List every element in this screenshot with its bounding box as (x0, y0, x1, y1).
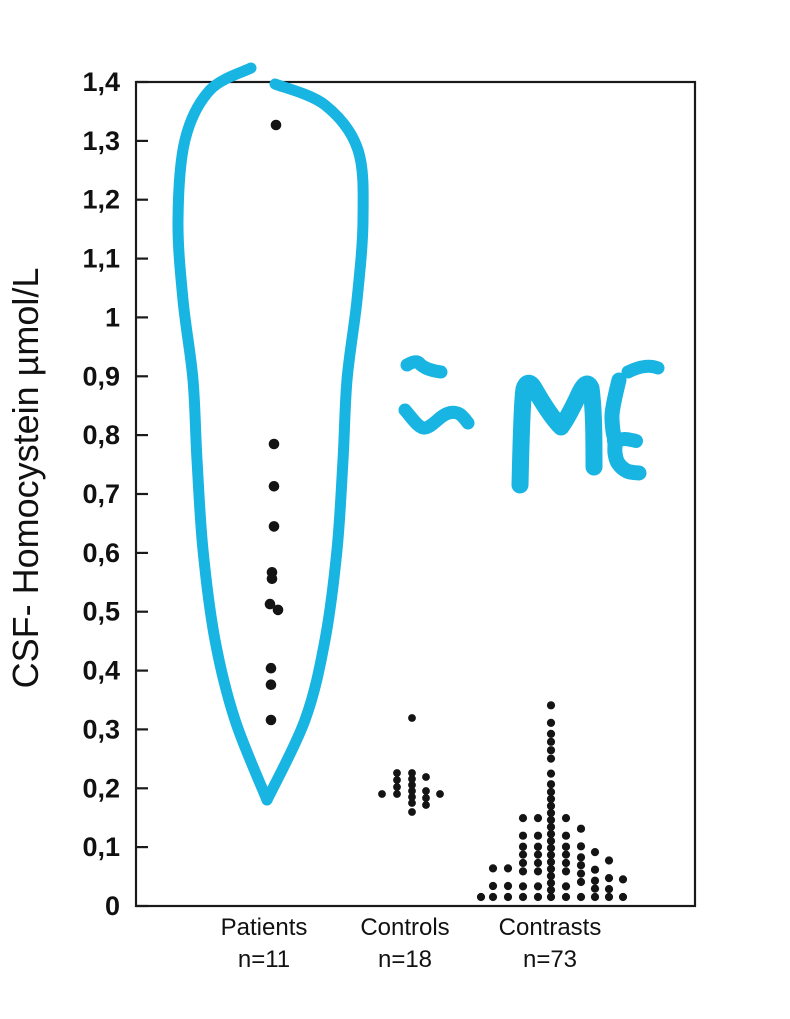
svg-text:Contrasts: Contrasts (499, 914, 602, 941)
svg-text:0,5: 0,5 (82, 597, 120, 627)
svg-text:0,6: 0,6 (82, 538, 120, 568)
svg-text:0,8: 0,8 (82, 420, 120, 450)
svg-text:0,2: 0,2 (82, 773, 120, 803)
svg-text:1: 1 (105, 302, 120, 332)
svg-text:0,9: 0,9 (82, 361, 120, 391)
svg-text:CSF- Homocystein µmol/L: CSF- Homocystein µmol/L (5, 268, 46, 689)
svg-text:n=73: n=73 (523, 946, 577, 973)
svg-text:n=11: n=11 (238, 946, 290, 973)
svg-text:1,1: 1,1 (82, 244, 120, 274)
svg-text:0,3: 0,3 (82, 714, 120, 744)
svg-text:1,3: 1,3 (82, 126, 120, 156)
svg-text:n=18: n=18 (378, 946, 432, 973)
svg-text:Patients: Patients (221, 914, 308, 941)
svg-text:0: 0 (105, 891, 120, 921)
svg-text:0,7: 0,7 (82, 479, 120, 509)
svg-text:1,4: 1,4 (82, 67, 120, 97)
svg-text:Controls: Controls (360, 914, 449, 941)
svg-text:0,4: 0,4 (82, 656, 120, 686)
svg-text:1,2: 1,2 (82, 185, 120, 215)
svg-text:0,1: 0,1 (82, 832, 120, 862)
